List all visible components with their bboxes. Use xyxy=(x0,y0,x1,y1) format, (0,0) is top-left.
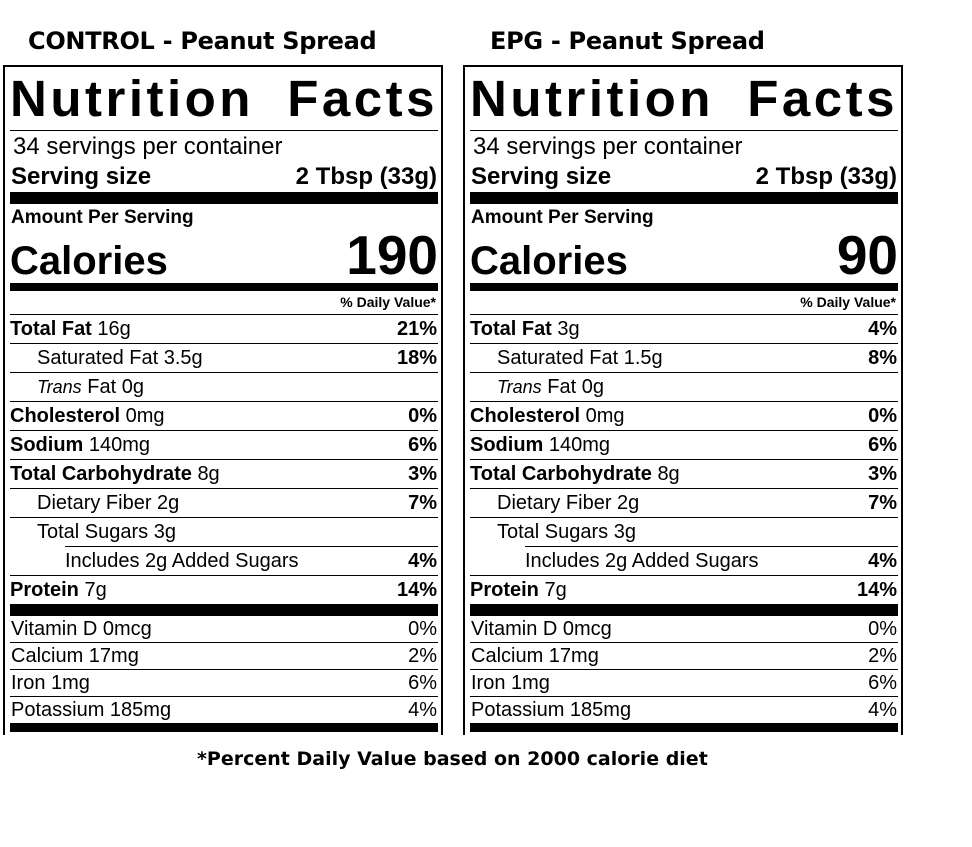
calories-row: Calories 190 xyxy=(10,224,438,286)
dietary-fiber-row: Dietary Fiber 2g 7% xyxy=(470,488,898,517)
total-fat-row: Total Fat 3g 4% xyxy=(470,314,898,343)
calories-value: 90 xyxy=(836,224,898,286)
amount-per-serving: Amount Per Serving xyxy=(471,207,654,228)
medium-divider xyxy=(10,283,438,291)
protein-row: Protein 7g 14% xyxy=(10,575,438,604)
added-sugars-row: Includes 2g Added Sugars 4% xyxy=(65,550,437,572)
protein-row: Protein 7g 14% xyxy=(470,575,898,604)
thick-divider xyxy=(470,192,898,204)
total-carbohydrate-row: Total Carbohydrate 8g 3% xyxy=(470,459,898,488)
daily-value-footnote: *Percent Daily Value based on 2000 calor… xyxy=(197,748,708,770)
cholesterol-row: Cholesterol 0mg 0% xyxy=(10,401,438,430)
trans-fat-row: Trans Fat 0g xyxy=(10,372,438,401)
daily-value-header: % Daily Value* xyxy=(800,294,896,310)
serving-size: Serving size 2 Tbsp (33g) xyxy=(11,163,437,190)
total-sugars-row: Total Sugars 3g xyxy=(10,517,438,546)
trans-fat-row: Trans Fat 0g xyxy=(470,372,898,401)
epg-caption: EPG - Peanut Spread xyxy=(490,27,765,55)
servings-per-container: 34 servings per container xyxy=(13,133,283,160)
control-caption: CONTROL - Peanut Spread xyxy=(28,27,377,55)
medium-divider xyxy=(470,283,898,291)
dietary-fiber-row: Dietary Fiber 2g 7% xyxy=(10,488,438,517)
calories-row: Calories 90 xyxy=(470,224,898,286)
saturated-fat-row: Saturated Fat 3.5g 18% xyxy=(10,343,438,372)
amount-per-serving: Amount Per Serving xyxy=(11,207,194,228)
thick-divider xyxy=(10,192,438,204)
servings-per-container: 34 servings per container xyxy=(473,133,743,160)
daily-value-header: % Daily Value* xyxy=(340,294,436,310)
nutrition-facts-title: Nutrition Facts xyxy=(10,70,438,127)
iron-row: Iron 1mg 6% xyxy=(470,670,898,697)
cholesterol-row: Cholesterol 0mg 0% xyxy=(470,401,898,430)
bottom-divider xyxy=(10,724,438,732)
bottom-divider xyxy=(470,724,898,732)
nutrition-facts-title: Nutrition Facts xyxy=(470,70,898,127)
control-nutrition-label: Nutrition Facts 34 servings per containe… xyxy=(3,65,443,735)
sodium-row: Sodium 140mg 6% xyxy=(10,430,438,459)
serving-size: Serving size 2 Tbsp (33g) xyxy=(471,163,897,190)
sodium-row: Sodium 140mg 6% xyxy=(470,430,898,459)
potassium-row: Potassium 185mg 4% xyxy=(10,697,438,724)
total-carbohydrate-row: Total Carbohydrate 8g 3% xyxy=(10,459,438,488)
potassium-row: Potassium 185mg 4% xyxy=(470,697,898,724)
vitamin-d-row: Vitamin D 0mcg 0% xyxy=(470,616,898,643)
vitamin-d-row: Vitamin D 0mcg 0% xyxy=(10,616,438,643)
thick-divider xyxy=(10,604,438,616)
calcium-row: Calcium 17mg 2% xyxy=(10,643,438,670)
total-fat-row: Total Fat 16g 21% xyxy=(10,314,438,343)
saturated-fat-row: Saturated Fat 1.5g 8% xyxy=(470,343,898,372)
added-sugars-row: Includes 2g Added Sugars 4% xyxy=(525,550,897,572)
epg-nutrition-label: Nutrition Facts 34 servings per containe… xyxy=(463,65,903,735)
total-sugars-row: Total Sugars 3g xyxy=(470,517,898,546)
iron-row: Iron 1mg 6% xyxy=(10,670,438,697)
thick-divider xyxy=(470,604,898,616)
calories-value: 190 xyxy=(346,224,438,286)
calcium-row: Calcium 17mg 2% xyxy=(470,643,898,670)
